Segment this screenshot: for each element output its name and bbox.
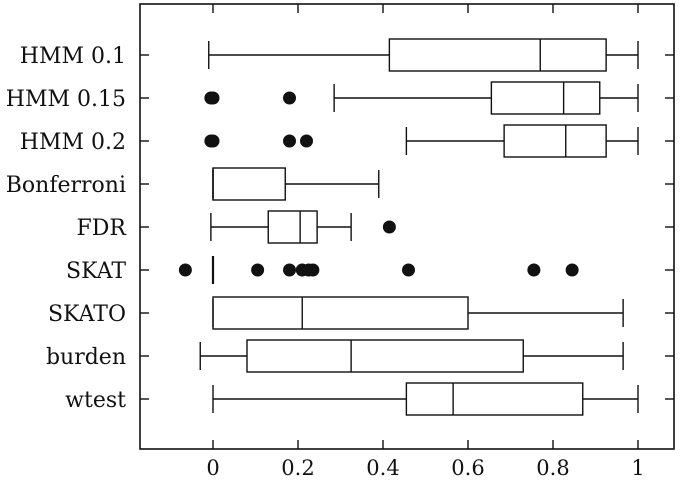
box-skato [212,296,624,330]
iqr-box [212,167,286,201]
iqr-box [246,339,524,373]
outlier-point [206,134,220,148]
outlier-point [206,91,220,105]
x-axis: 0 0.2 0.4 0.6 0.8 1 [140,4,674,480]
outlier-point [382,220,396,234]
x-tick-label: 0 [206,456,219,480]
box-fdr [210,210,396,244]
category-label-burden: burden [46,345,126,370]
box-hmm-0-15 [204,81,639,115]
iqr-box [388,38,607,72]
x-tick-label: 0.2 [281,456,314,480]
box-wtest [212,382,639,416]
iqr-box [503,124,607,158]
box-hmm-0-1 [208,38,639,72]
outlier-point [283,91,296,105]
iqr-box [267,210,318,244]
outlier-point [283,134,296,148]
category-label-skato: SKATO [48,302,126,327]
outlier-point [178,263,192,277]
iqr-box [405,382,584,416]
x-tick-label: 0.6 [451,456,484,480]
category-label-hmm-0-2: HMM 0.2 [20,130,126,155]
iqr-box [212,296,469,330]
outlier-point [402,263,415,277]
category-labels: HMM 0.1 HMM 0.15 HMM 0.2 Bonferroni FDR SKAT S… [6,44,128,413]
outlier-point [565,263,579,277]
outlier-point [283,263,296,277]
box-hmm-0-2 [204,124,639,158]
outlier-point [306,263,320,277]
x-tick-label: 0.8 [536,456,569,480]
iqr-box [490,81,601,115]
outlier-point [300,134,313,148]
category-label-skat: SKAT [66,259,126,284]
x-tick-label: 1 [631,456,644,480]
box-bonferroni [212,167,380,201]
x-tick-label: 0.4 [366,456,399,480]
category-label-fdr: FDR [77,216,128,241]
boxes [178,38,639,416]
box-burden [199,339,624,373]
outlier-point [251,263,265,277]
category-label-bonferroni: Bonferroni [6,173,126,198]
category-label-wtest: wtest [65,388,126,413]
box-skat [178,256,579,284]
category-label-hmm-0-1: HMM 0.1 [20,44,126,69]
category-label-hmm-0-15: HMM 0.15 [6,87,126,112]
outlier-point [527,263,541,277]
